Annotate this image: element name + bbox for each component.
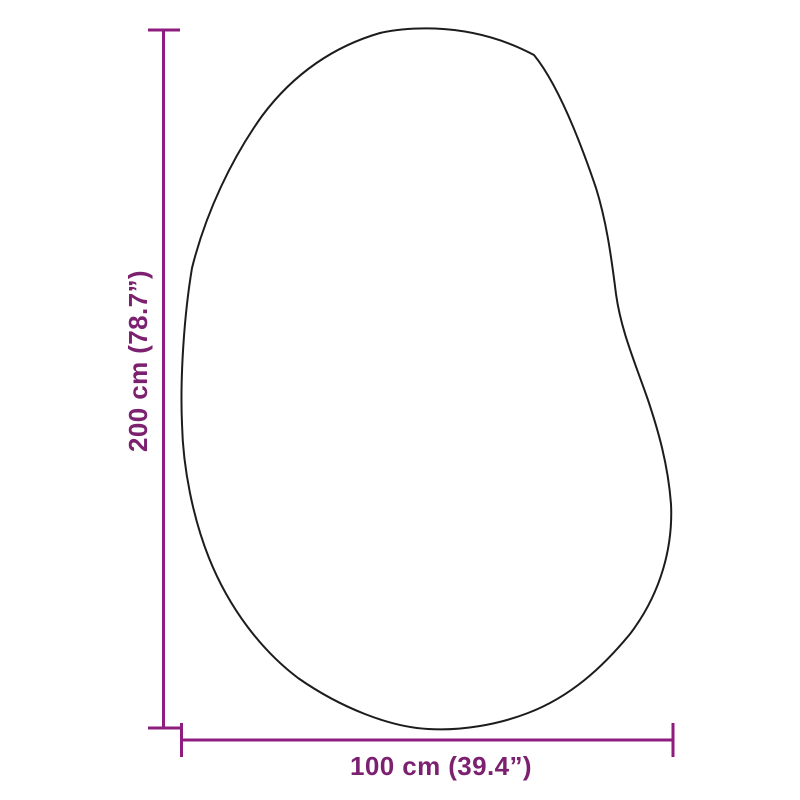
height-dimension: 200 cm (78.7”) <box>123 28 180 730</box>
height-dim-label: 200 cm (78.7”) <box>123 270 153 452</box>
width-dimension: 100 cm (39.4”) <box>180 723 675 781</box>
rug-outline-shape <box>180 27 673 731</box>
width-dim-label: 100 cm (39.4”) <box>350 751 532 781</box>
